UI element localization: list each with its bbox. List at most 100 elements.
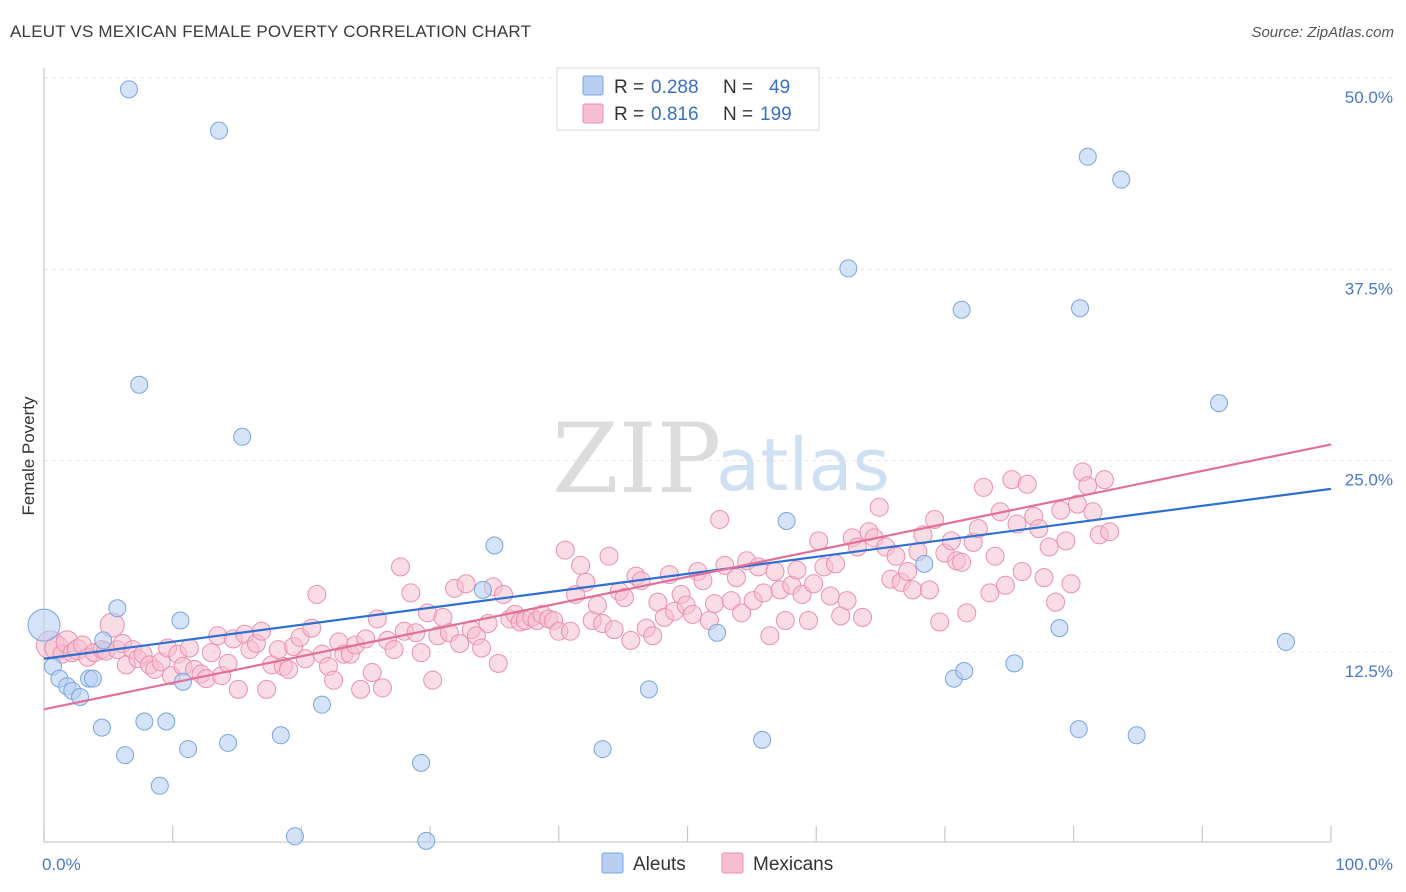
mexicans-point bbox=[869, 497, 889, 517]
aleuts-point bbox=[179, 740, 198, 759]
mexicans-point bbox=[898, 562, 918, 582]
watermark-zip: ZIP bbox=[552, 403, 721, 515]
mexicans-point bbox=[560, 621, 580, 641]
mexicans-point bbox=[837, 591, 857, 611]
mexicans-point bbox=[456, 574, 476, 594]
mexicans-point bbox=[295, 649, 315, 669]
aleuts-point bbox=[777, 511, 796, 530]
series-label-mexicans: Mexicans bbox=[753, 854, 833, 875]
mexicans-point bbox=[726, 568, 746, 588]
mexicans-point bbox=[705, 594, 725, 614]
legend-r-label-aleuts: R = bbox=[614, 77, 644, 98]
mexicans-point bbox=[760, 626, 780, 646]
mexicans-point bbox=[1078, 476, 1098, 496]
mexicans-point bbox=[390, 557, 410, 577]
mexicans-trend-line bbox=[43, 443, 1332, 711]
aleuts-point bbox=[708, 623, 727, 642]
mexicans-point bbox=[351, 679, 371, 699]
x-tick-label-min: 0.0% bbox=[42, 855, 81, 874]
mexicans-point bbox=[732, 603, 752, 623]
mexicans-point bbox=[683, 604, 703, 624]
mexicans-point bbox=[1046, 592, 1066, 612]
mexicans-point bbox=[324, 670, 344, 690]
mexicans-point bbox=[968, 519, 988, 539]
aleuts-point bbox=[915, 554, 934, 573]
mexicans-point bbox=[804, 574, 824, 594]
mexicans-point bbox=[493, 584, 513, 604]
aleuts-point bbox=[473, 580, 492, 599]
watermark-atlas: atlas bbox=[716, 423, 890, 507]
mexicans-point bbox=[919, 580, 939, 600]
mexicans-point bbox=[1100, 522, 1120, 542]
mexicans-point bbox=[423, 670, 443, 690]
aleuts-point bbox=[1071, 299, 1090, 318]
series-swatch-aleuts bbox=[601, 852, 624, 874]
mexicans-point bbox=[279, 659, 299, 679]
aleuts-point bbox=[210, 121, 229, 140]
mexicans-point bbox=[957, 603, 977, 623]
mexicans-point bbox=[798, 610, 818, 630]
aleuts-point bbox=[1078, 147, 1097, 166]
mexicans-point bbox=[1067, 494, 1087, 514]
aleuts-point bbox=[1276, 632, 1295, 651]
mexicans-point bbox=[604, 620, 624, 640]
legend-n-value-aleuts: 49 bbox=[769, 77, 790, 98]
legend-n-value-mexicans: 199 bbox=[760, 104, 792, 125]
mexicans-point bbox=[710, 509, 730, 529]
series-label-aleuts: Aleuts bbox=[633, 854, 686, 875]
aleuts-point bbox=[135, 712, 154, 731]
mexicans-point bbox=[571, 555, 591, 575]
mexicans-point bbox=[930, 612, 950, 632]
mexicans-point bbox=[985, 546, 1005, 566]
y-axis-tick-labels: 50.0% 37.5% 25.0% 12.5% bbox=[1345, 88, 1393, 681]
mexicans-point bbox=[1007, 514, 1027, 534]
mexicans-point bbox=[488, 653, 508, 673]
mexicans-point bbox=[401, 583, 421, 603]
y-tick-label: 25.0% bbox=[1345, 471, 1393, 490]
mexicans-point bbox=[362, 663, 382, 683]
aleuts-trend-line bbox=[43, 487, 1332, 660]
aleuts-point bbox=[92, 718, 111, 737]
mexicans-point bbox=[952, 552, 972, 572]
aleuts-point bbox=[271, 726, 290, 745]
mexicans-point bbox=[925, 509, 945, 529]
mexicans-point bbox=[1094, 470, 1114, 490]
mexicans-point bbox=[753, 583, 773, 603]
aleuts-point bbox=[1210, 394, 1229, 413]
aleuts-point bbox=[108, 599, 127, 618]
mexicans-point bbox=[614, 588, 634, 608]
mexicans-point bbox=[587, 595, 607, 615]
aleuts-points bbox=[27, 80, 1295, 850]
mexicans-point bbox=[384, 640, 404, 660]
aleuts-point bbox=[1112, 170, 1131, 189]
mexicans-point bbox=[1039, 537, 1059, 557]
aleuts-point bbox=[1127, 726, 1146, 745]
y-axis-label: Female Poverty bbox=[19, 396, 38, 516]
aleuts-point bbox=[285, 827, 304, 846]
aleuts-point bbox=[839, 259, 858, 278]
mexicans-point bbox=[980, 583, 1000, 603]
correlation-legend: R = 0.288 N = 49 R = 0.816 N = 199 bbox=[556, 67, 820, 131]
mexicans-point bbox=[450, 633, 470, 653]
mexicans-point bbox=[886, 546, 906, 566]
aleuts-point bbox=[955, 662, 974, 680]
mexicans-point bbox=[472, 638, 492, 658]
mexicans-point bbox=[809, 531, 829, 551]
mexicans-point bbox=[411, 643, 431, 663]
aleuts-point bbox=[94, 631, 113, 650]
legend-swatch-mexicans bbox=[582, 103, 604, 124]
aleuts-point bbox=[417, 831, 436, 850]
aleuts-point bbox=[639, 680, 658, 699]
y-tick-label: 12.5% bbox=[1345, 662, 1393, 681]
aleuts-point bbox=[150, 776, 169, 795]
series-swatch-mexicans bbox=[721, 852, 744, 874]
aleuts-point bbox=[27, 608, 61, 642]
mexicans-point bbox=[372, 678, 392, 698]
mexicans-point bbox=[367, 609, 387, 629]
mexicans-point bbox=[1034, 568, 1054, 588]
mexicans-point bbox=[196, 669, 216, 689]
aleuts-point bbox=[83, 669, 102, 688]
mexicans-point bbox=[257, 679, 277, 699]
mexicans-point bbox=[775, 610, 795, 630]
chart-title: ALEUT VS MEXICAN FEMALE POVERTY CORRELAT… bbox=[10, 22, 532, 41]
